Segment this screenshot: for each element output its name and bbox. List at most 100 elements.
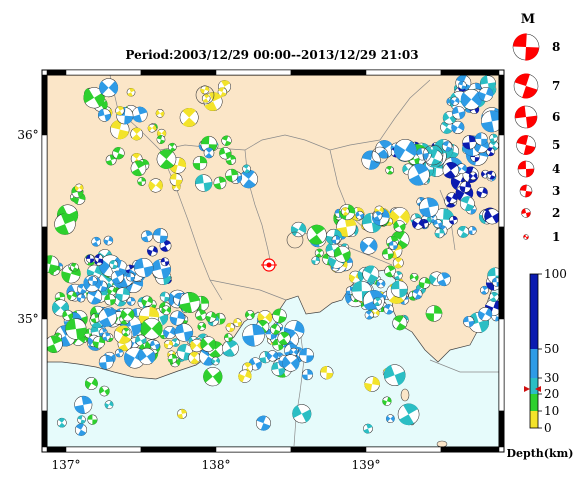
focal-mechanism xyxy=(360,237,378,255)
focal-mechanism xyxy=(84,377,98,390)
depth-band-0-10 xyxy=(530,411,538,428)
depth-tick-30: 30 xyxy=(544,371,559,385)
focal-mechanism xyxy=(121,327,131,337)
focal-mechanism xyxy=(156,135,166,144)
focal-mechanism xyxy=(147,123,157,133)
focal-mechanism xyxy=(174,323,194,342)
event-outline xyxy=(422,144,444,166)
focal-mechanism xyxy=(115,106,125,116)
focal-mechanism xyxy=(150,340,160,350)
focal-mechanism xyxy=(489,291,499,302)
focal-mechanism xyxy=(516,135,536,155)
focal-mechanism xyxy=(468,171,478,181)
focal-mechanism xyxy=(383,364,406,386)
magnitude-label-1: 1 xyxy=(552,230,560,244)
depth-tick-100: 100 xyxy=(544,267,567,281)
focal-mechanism xyxy=(270,324,281,335)
focal-mechanism xyxy=(120,307,135,322)
focal-mechanism xyxy=(57,417,67,428)
focal-mechanism xyxy=(115,348,124,358)
focal-mechanism xyxy=(450,96,460,106)
focal-mechanism xyxy=(409,272,419,282)
focal-mechanism xyxy=(219,147,232,160)
focal-mechanism xyxy=(65,318,87,340)
focal-mechanism xyxy=(458,81,467,90)
magnitude-label-2: 2 xyxy=(552,206,560,220)
focal-mechanism xyxy=(148,178,163,193)
focal-mechanism xyxy=(91,236,102,247)
focal-mechanism xyxy=(74,395,93,414)
focal-mechanism xyxy=(238,369,252,383)
focal-mechanism xyxy=(147,245,158,257)
focal-mechanism xyxy=(397,403,420,426)
focal-mechanism xyxy=(103,235,114,246)
event-outline xyxy=(195,85,215,105)
focal-mechanism xyxy=(102,332,111,341)
focal-mechanism xyxy=(109,260,119,269)
focal-mechanism xyxy=(460,196,475,211)
focal-mechanism xyxy=(134,257,154,278)
focal-mechanism xyxy=(392,257,404,269)
focal-mechanism xyxy=(155,109,165,118)
focal-mechanism xyxy=(434,228,445,239)
focal-mechanism xyxy=(141,230,153,243)
focal-mechanism xyxy=(382,248,394,260)
magnitude-label-5: 5 xyxy=(552,138,560,152)
focal-mechanism xyxy=(203,147,215,159)
focal-mechanism xyxy=(245,310,255,320)
focal-mechanism xyxy=(104,293,116,306)
focal-mechanism xyxy=(266,350,279,362)
ocean-trench-line-east xyxy=(429,359,499,373)
magnitude-legend: M 8 7 6 5 4 3 2 1 xyxy=(512,12,560,244)
focal-mechanism xyxy=(393,138,417,162)
magnitude-label-4: 4 xyxy=(552,162,560,176)
focal-mechanism xyxy=(217,87,228,97)
focal-mechanism xyxy=(77,415,86,424)
focal-mechanism xyxy=(364,376,380,392)
depth-tick-0: 0 xyxy=(544,421,552,435)
focal-mechanism xyxy=(319,366,334,380)
focal-mechanism xyxy=(161,305,171,316)
focal-mechanism xyxy=(110,270,124,284)
focal-mechanism xyxy=(384,265,397,278)
depth-band-50-100 xyxy=(530,274,538,349)
focal-mechanism xyxy=(299,347,314,363)
focal-mechanism xyxy=(104,400,114,410)
focal-mechanism xyxy=(205,311,217,323)
focal-mechanism xyxy=(388,240,398,250)
focal-mechanism xyxy=(141,295,153,307)
focal-mechanism xyxy=(83,87,105,109)
focal-mechanism xyxy=(176,408,187,419)
focal-mechanism xyxy=(137,177,147,186)
x-tick-138: 138° xyxy=(202,458,231,472)
epicenter-star xyxy=(261,258,277,272)
map-frame xyxy=(41,69,505,453)
focal-mechanism xyxy=(463,316,475,328)
focal-mechanism xyxy=(201,94,211,103)
focal-mechanism xyxy=(333,245,351,263)
focal-mechanism xyxy=(373,297,382,306)
focal-mechanism xyxy=(159,239,172,252)
focal-mechanism xyxy=(131,106,148,123)
focal-mechanism xyxy=(437,272,451,287)
focal-mechanism xyxy=(363,423,373,434)
focal-mechanism xyxy=(167,354,178,364)
focal-mechanism xyxy=(480,285,489,295)
focal-mechanism xyxy=(138,347,156,365)
magnitude-label-6: 6 xyxy=(552,110,560,124)
focal-mechanism xyxy=(85,254,95,263)
focal-mechanism xyxy=(98,354,114,370)
focal-mechanism xyxy=(449,215,458,225)
focal-mechanism xyxy=(486,147,495,157)
focal-mechanism xyxy=(66,290,77,301)
focal-mechanism xyxy=(200,336,216,352)
focal-mechanism xyxy=(169,173,183,187)
focal-mechanism xyxy=(459,181,472,193)
focal-mechanism xyxy=(54,213,76,235)
focal-mechanism xyxy=(457,225,470,238)
focal-mechanism xyxy=(362,265,380,283)
focal-mechanism xyxy=(412,288,423,300)
focal-mechanism xyxy=(412,217,425,230)
focal-mechanism xyxy=(392,315,408,331)
